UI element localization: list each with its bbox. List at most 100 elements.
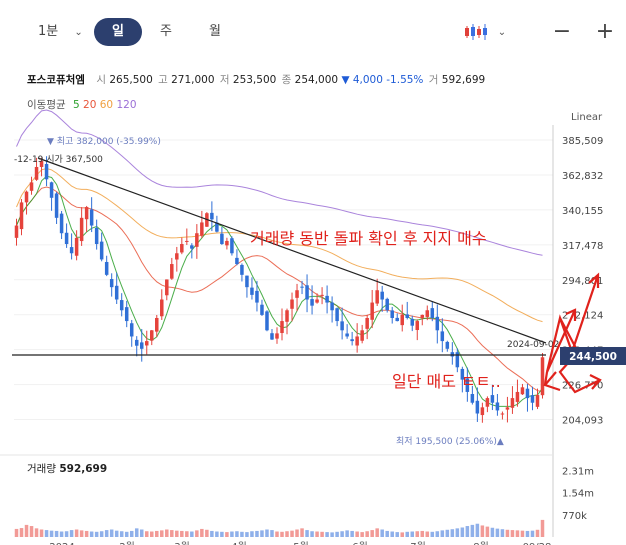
volume-bar bbox=[255, 530, 259, 537]
candle-body bbox=[79, 217, 84, 242]
scale-mode-toggle[interactable]: Linear bbox=[571, 112, 602, 123]
volume-bar bbox=[310, 531, 314, 537]
chart-type-button[interactable]: ⌄ bbox=[462, 18, 508, 46]
up-arrow-2 bbox=[545, 309, 577, 373]
volume-bars-layer bbox=[14, 519, 545, 537]
candle-body bbox=[84, 207, 89, 220]
candle-body bbox=[99, 241, 104, 260]
ma60-label: 60 bbox=[99, 99, 114, 111]
candle-body bbox=[260, 304, 264, 315]
zoom-in-button[interactable]: + bbox=[592, 18, 618, 46]
current-price-tag: 244,500 bbox=[560, 347, 626, 365]
volume-bar bbox=[525, 530, 530, 537]
date-axis: 2024 2월 3월 4월 5월 6월 7월 8월 09/28 bbox=[49, 541, 551, 545]
volume-bar bbox=[99, 531, 104, 537]
volume-panel-label: 거래량 bbox=[27, 463, 56, 475]
drawn-arrows bbox=[543, 272, 602, 394]
volume-bar bbox=[325, 532, 329, 537]
zigzag-arrow bbox=[558, 317, 601, 394]
volume-bar bbox=[195, 530, 199, 537]
candle-body bbox=[405, 314, 409, 318]
trendline-date-label: 2024-09-02 bbox=[507, 340, 559, 350]
candle-body bbox=[250, 287, 254, 295]
timeframe-1min[interactable]: 1분 ⌄ bbox=[38, 18, 83, 46]
volume-axis: 2.31m 1.54m 770k bbox=[562, 466, 594, 521]
candlestick-icon: ⌄ bbox=[465, 24, 506, 40]
ma120-line bbox=[16, 109, 543, 256]
volume-bar bbox=[150, 531, 154, 537]
volume-bar bbox=[515, 530, 520, 537]
volume-bar bbox=[19, 528, 24, 537]
candle-body bbox=[440, 331, 445, 342]
volume-bar bbox=[495, 528, 500, 537]
candle-body bbox=[139, 342, 144, 349]
candle-body bbox=[180, 244, 184, 253]
candle-body bbox=[49, 182, 54, 198]
volume-tick-label: 770k bbox=[562, 511, 587, 522]
volume-bar bbox=[340, 531, 344, 537]
zoom-out-button[interactable]: − bbox=[549, 18, 575, 46]
candle-body bbox=[134, 339, 139, 346]
volume-bar bbox=[235, 531, 239, 537]
volume-bar bbox=[380, 529, 384, 537]
candle-body bbox=[400, 314, 404, 326]
candle-body bbox=[235, 257, 239, 265]
candle-body bbox=[525, 388, 530, 399]
arrowhead-up-1 bbox=[588, 272, 600, 288]
volume-bar bbox=[435, 531, 440, 537]
high-value: 271,000 bbox=[171, 74, 215, 86]
price-tick-label: 340,155 bbox=[562, 206, 603, 217]
volume-bar bbox=[175, 530, 179, 537]
volume-panel-header: 거래량 592,699 bbox=[27, 461, 107, 476]
candle-body bbox=[14, 225, 19, 238]
candle-body bbox=[64, 232, 69, 245]
candle-body bbox=[165, 279, 169, 296]
volume-bar bbox=[430, 531, 435, 537]
current-price-value: 244,500 bbox=[569, 351, 617, 363]
candle-body bbox=[395, 317, 399, 322]
volume-bar bbox=[335, 531, 339, 537]
current-price-badge bbox=[560, 347, 626, 365]
timeframe-month[interactable]: 월 bbox=[209, 18, 221, 46]
timeframe-week[interactable]: 주 bbox=[160, 18, 172, 46]
ma5-line bbox=[16, 175, 543, 407]
candle-body bbox=[320, 294, 324, 296]
volume-bar bbox=[79, 530, 84, 537]
candle-body bbox=[475, 400, 480, 414]
chart-toolbar: 1분 ⌄ 일 주 월 ⌄ − + bbox=[0, 0, 626, 62]
candle-body bbox=[160, 299, 164, 317]
volume-bar bbox=[155, 530, 159, 537]
volume-bar bbox=[365, 531, 369, 537]
volume-bar bbox=[215, 531, 219, 537]
volume-bar bbox=[460, 527, 465, 537]
volume-bar bbox=[475, 523, 480, 537]
candle-body bbox=[305, 285, 309, 300]
scale-mode-label: Linear bbox=[571, 112, 603, 123]
candle-body bbox=[375, 290, 379, 304]
volume-bar bbox=[500, 529, 505, 537]
candle-body bbox=[290, 299, 294, 309]
candle-body bbox=[430, 308, 435, 318]
candle-body bbox=[210, 212, 214, 220]
volume-bar bbox=[134, 528, 139, 537]
volume-bar bbox=[375, 528, 379, 537]
candle-body bbox=[295, 290, 299, 298]
volume-bar bbox=[84, 530, 89, 537]
volume-bar bbox=[34, 528, 39, 537]
ma20-line bbox=[16, 186, 543, 392]
timeframe-day[interactable]: 일 bbox=[94, 18, 142, 46]
low-label: 저 bbox=[219, 74, 230, 86]
candles-layer bbox=[14, 156, 545, 423]
candle-body bbox=[345, 333, 349, 337]
volume-bar bbox=[220, 531, 224, 537]
candle-body bbox=[24, 191, 29, 203]
volume-bar bbox=[270, 530, 274, 537]
volume-bar bbox=[395, 532, 399, 537]
candle-body bbox=[465, 378, 470, 392]
candle-body bbox=[44, 163, 49, 180]
candle-body bbox=[114, 285, 119, 300]
candle-body bbox=[530, 395, 535, 403]
candle-body bbox=[265, 311, 269, 331]
change-value: ▼ 4,000 bbox=[341, 74, 383, 86]
volume-bar bbox=[280, 531, 284, 537]
